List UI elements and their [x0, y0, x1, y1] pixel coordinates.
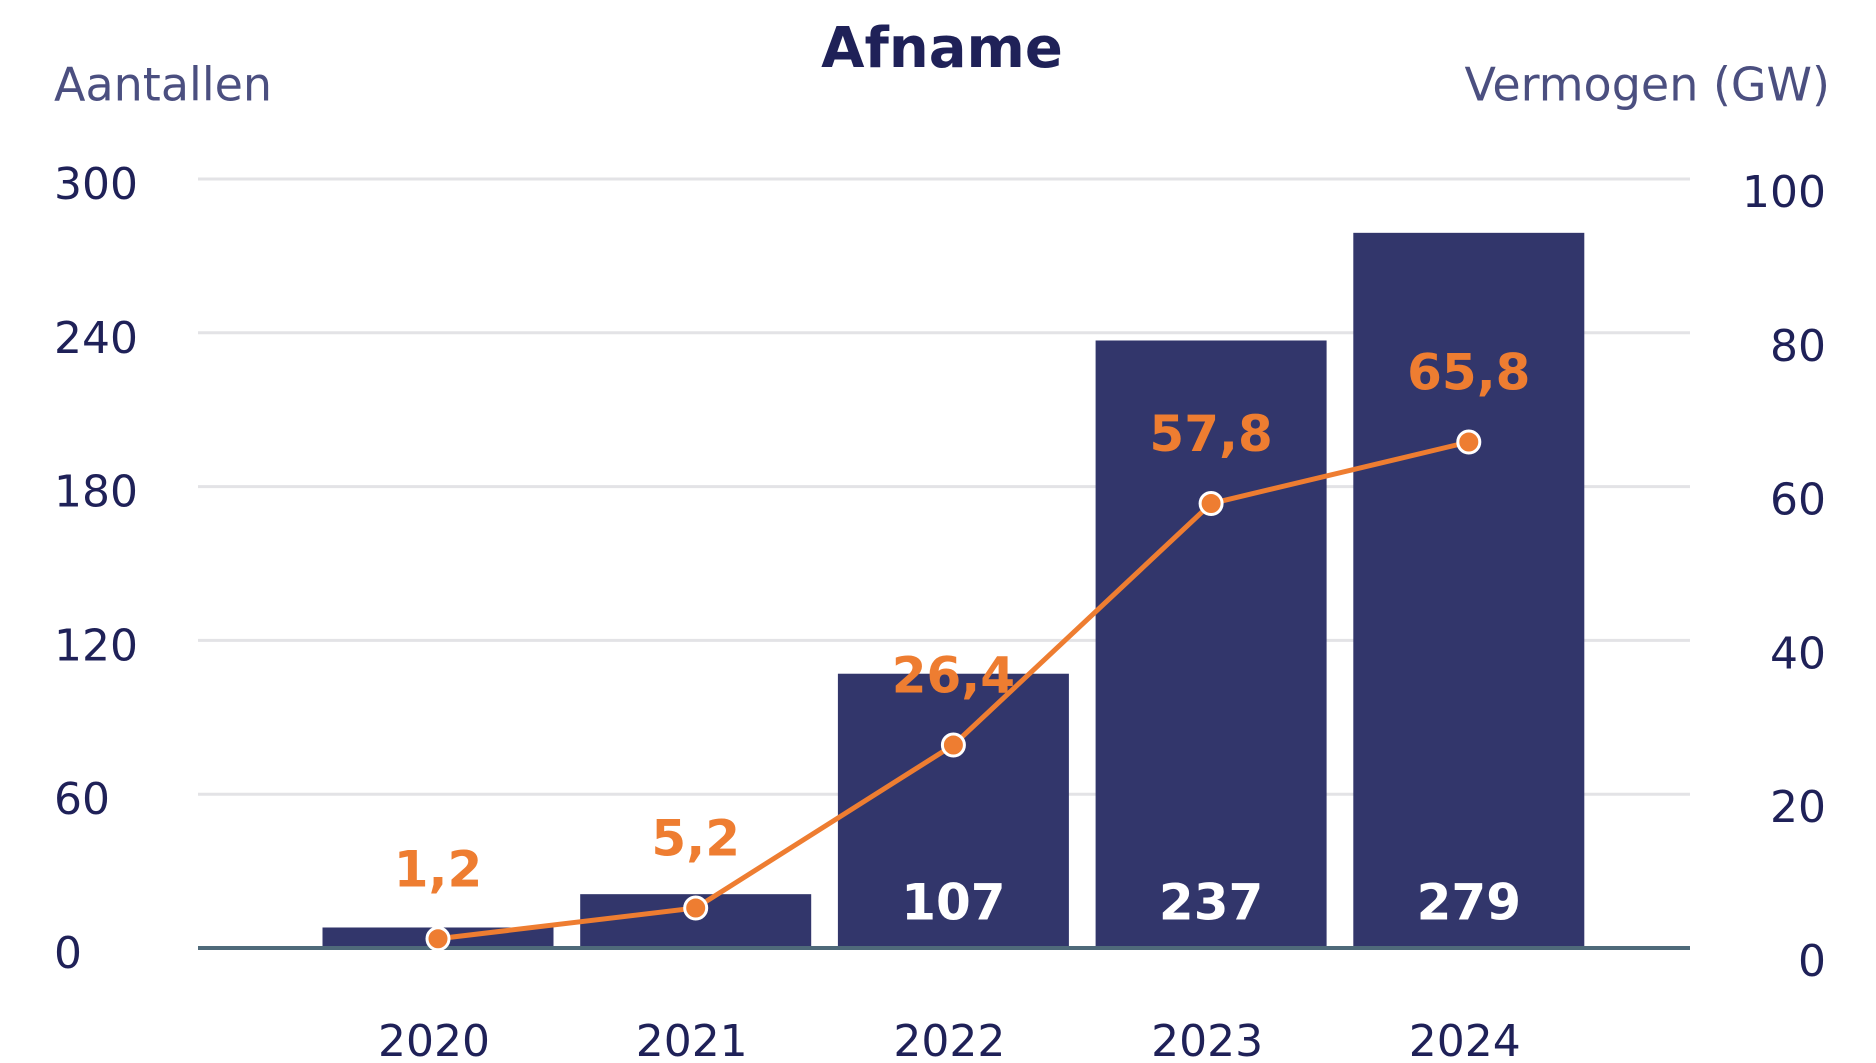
y-tick-label: 0: [54, 928, 82, 979]
line-point: [1198, 491, 1224, 517]
chart-title: Afname: [821, 16, 1063, 81]
line-point: [940, 732, 966, 758]
lines: [425, 429, 1482, 952]
line-point: [683, 895, 709, 921]
y2-tick-label: 40: [1770, 628, 1826, 679]
bar: [1095, 340, 1327, 948]
labels: 0 60 120 180 240 300 0 20 40 60 80 100 2020 2021 2022 2…: [54, 159, 1826, 1063]
x-tick-label: 2020: [378, 1016, 490, 1063]
y2-axis-title: Vermogen (GW): [1464, 58, 1830, 112]
line-point: [1456, 429, 1482, 455]
y-tick-label: 180: [54, 467, 138, 518]
y-tick-label: 240: [54, 313, 138, 364]
line-value-label: 1,2: [394, 840, 483, 898]
y2-tick-label: 20: [1770, 782, 1826, 833]
x-tick-label: 2023: [1151, 1016, 1263, 1063]
y2-tick-label: 100: [1742, 167, 1826, 218]
y2-tick-label: 80: [1770, 321, 1826, 372]
line-value-label: 5,2: [651, 810, 740, 868]
line-value-label: 65,8: [1407, 343, 1530, 401]
y2-tick-label: 60: [1770, 475, 1826, 526]
y-tick-label: 300: [54, 159, 138, 210]
y2-tick-label: 0: [1798, 936, 1826, 987]
x-tick-label: 2022: [893, 1016, 1005, 1063]
bar-value-label: 279: [1417, 874, 1521, 932]
y-axis-title: Aantallen: [54, 58, 272, 112]
line-point: [425, 926, 451, 952]
bars: [198, 232, 1690, 950]
line-value-label: 57,8: [1149, 405, 1272, 463]
line-value-label: 26,4: [892, 646, 1015, 704]
y-tick-label: 120: [54, 620, 138, 671]
bar-value-label: 107: [901, 874, 1005, 932]
y-tick-label: 60: [54, 774, 110, 825]
x-tick-label: 2024: [1409, 1016, 1521, 1063]
bar: [1353, 232, 1585, 948]
bar: [837, 673, 1069, 948]
x-tick-label: 2021: [636, 1016, 748, 1063]
bar-value-label: 237: [1159, 874, 1263, 932]
